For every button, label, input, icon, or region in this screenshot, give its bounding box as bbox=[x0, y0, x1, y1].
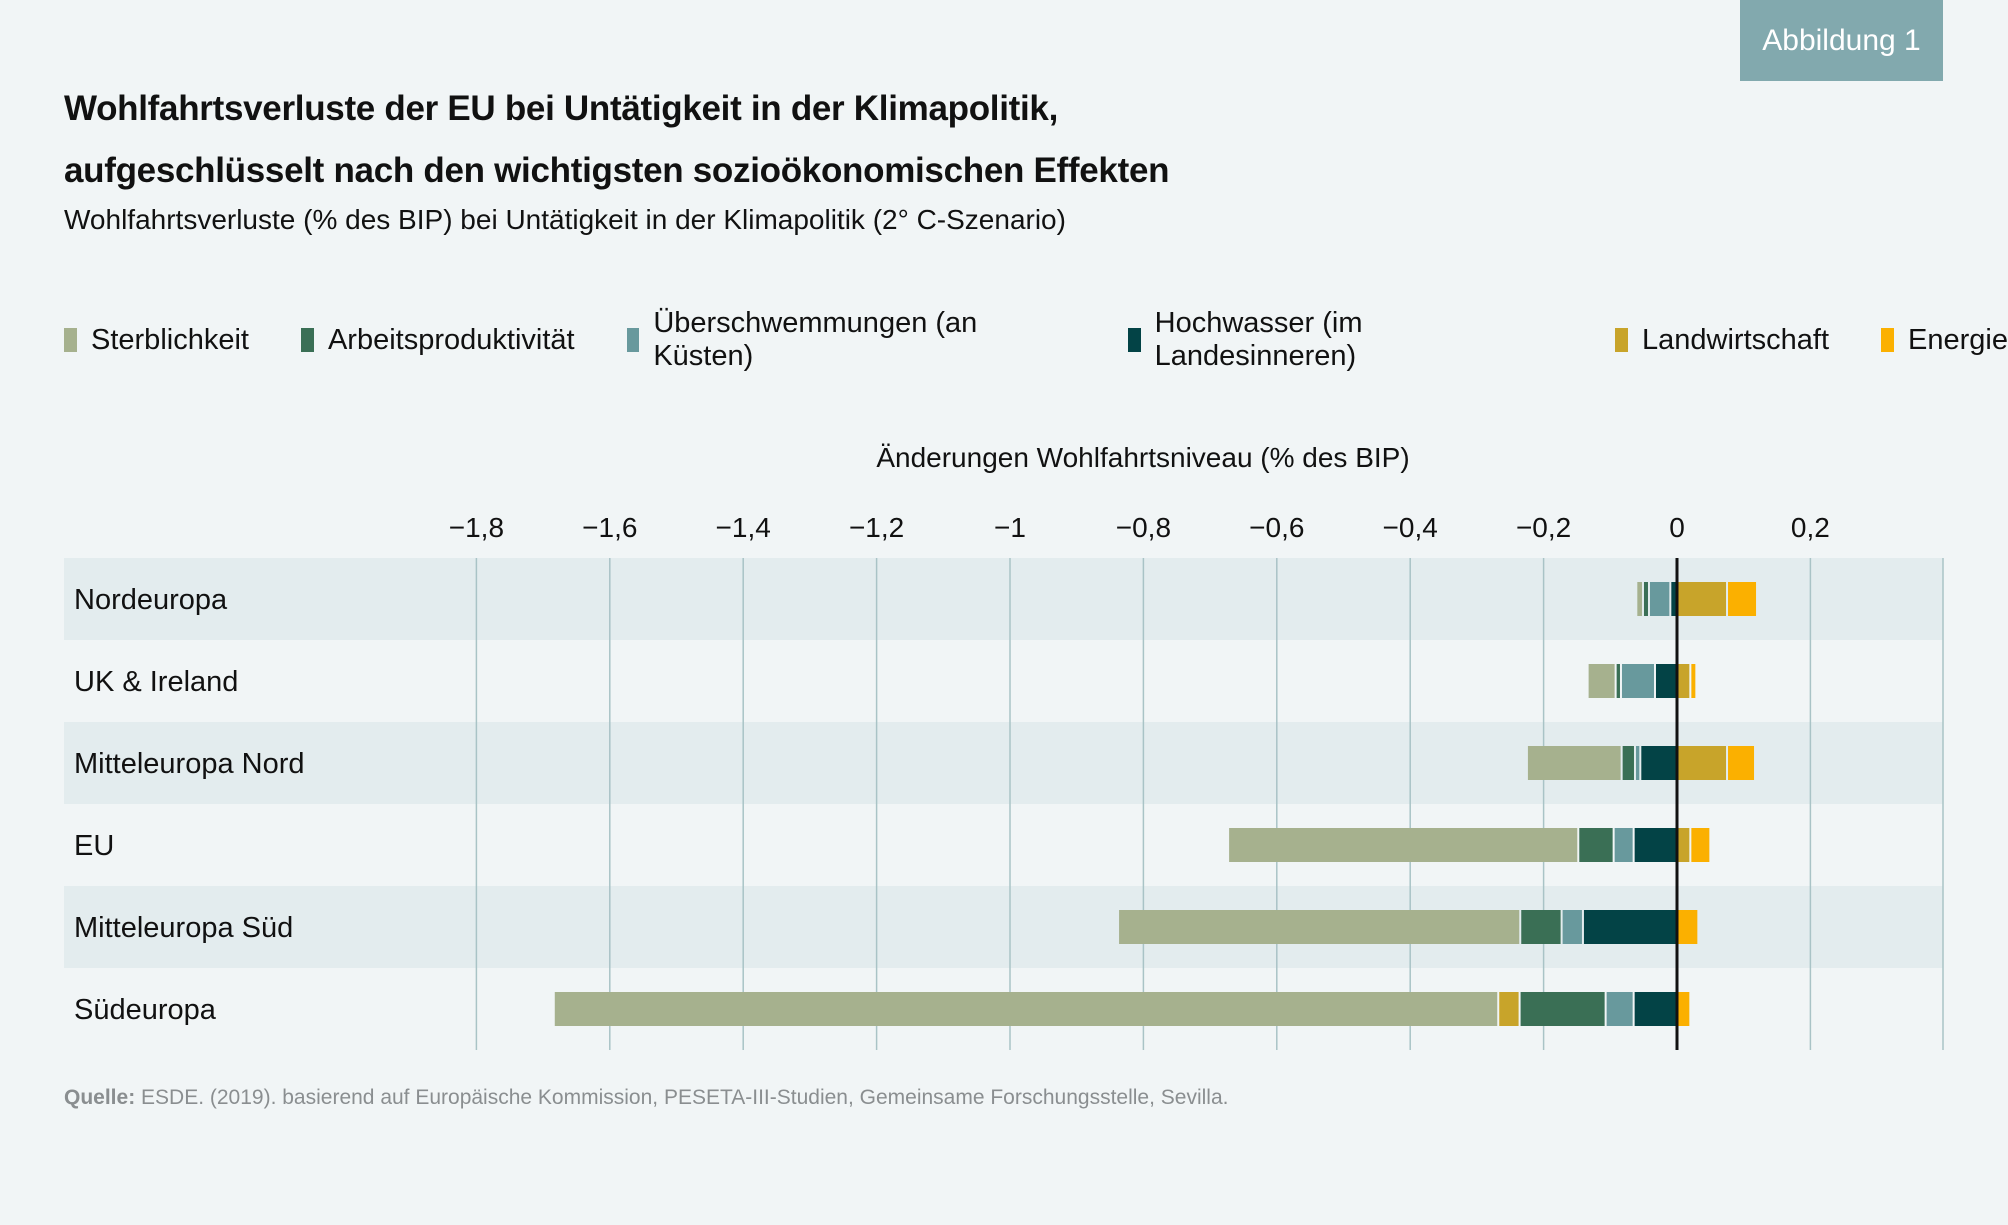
bar-segment bbox=[1635, 992, 1676, 1026]
category-label: Mitteleuropa Süd bbox=[74, 912, 293, 944]
bar-segment bbox=[1636, 746, 1639, 780]
bar-chart: Änderungen Wohlfahrtsniveau (% des BIP) … bbox=[0, 0, 2008, 1225]
bar-segment bbox=[1521, 992, 1605, 1026]
bar-segment bbox=[1607, 992, 1633, 1026]
bar-segment bbox=[1528, 746, 1621, 780]
bar-segment bbox=[1637, 582, 1642, 616]
bar-segment bbox=[1678, 746, 1726, 780]
bar-segment bbox=[1678, 582, 1726, 616]
bar-segment bbox=[555, 992, 1497, 1026]
x-tick-label: −1 bbox=[994, 512, 1026, 543]
bar-segment bbox=[1622, 664, 1654, 698]
source-text: ESDE. (2019). basierend auf Europäische … bbox=[135, 1086, 1228, 1109]
bar-segment bbox=[1521, 910, 1560, 944]
bar-segment bbox=[1691, 828, 1709, 862]
x-tick-label: −0,4 bbox=[1383, 512, 1438, 543]
x-tick-label: −1,4 bbox=[716, 512, 771, 543]
bar-segment bbox=[1656, 664, 1676, 698]
bar-segment bbox=[1623, 746, 1634, 780]
bar-segment bbox=[1644, 582, 1648, 616]
category-label: Südeuropa bbox=[74, 994, 217, 1026]
bar-segment bbox=[1641, 746, 1676, 780]
x-tick-label: −0,2 bbox=[1516, 512, 1571, 543]
x-tick-label: −0,6 bbox=[1249, 512, 1304, 543]
bar-segment bbox=[1678, 828, 1689, 862]
category-label: Mitteleuropa Nord bbox=[74, 748, 305, 780]
bar-segment bbox=[1635, 828, 1676, 862]
bar-segment bbox=[1584, 910, 1676, 944]
bar-segment bbox=[1563, 910, 1582, 944]
x-tick-label: −1,2 bbox=[849, 512, 904, 543]
x-tick-label: −1,8 bbox=[449, 512, 504, 543]
bar-segment bbox=[1617, 664, 1620, 698]
bar-segment bbox=[1678, 664, 1689, 698]
bar-segment bbox=[1650, 582, 1669, 616]
bar-segment bbox=[1229, 828, 1577, 862]
x-tick-label: 0 bbox=[1669, 512, 1685, 543]
bar-segment bbox=[1615, 828, 1633, 862]
category-label: EU bbox=[74, 830, 114, 862]
bar-segment bbox=[1678, 992, 1689, 1026]
bar-segment bbox=[1671, 582, 1676, 616]
bar-segment bbox=[1678, 910, 1697, 944]
bar-segment bbox=[1728, 582, 1756, 616]
source-note: Quelle: ESDE. (2019). basierend auf Euro… bbox=[64, 1086, 1228, 1110]
bar-segment bbox=[1579, 828, 1612, 862]
x-tick-label: −1,6 bbox=[582, 512, 637, 543]
bar-segment bbox=[1119, 910, 1519, 944]
bar-segment bbox=[1499, 992, 1518, 1026]
category-label: Nordeuropa bbox=[74, 584, 228, 616]
bar-segment bbox=[1728, 746, 1754, 780]
x-tick-label: 0,2 bbox=[1791, 512, 1830, 543]
bar-segment bbox=[1691, 664, 1695, 698]
category-label: UK & Ireland bbox=[74, 666, 238, 698]
bar-segment bbox=[1589, 664, 1615, 698]
x-axis-title: Änderungen Wohlfahrtsniveau (% des BIP) bbox=[876, 442, 1409, 473]
x-tick-label: −0,8 bbox=[1116, 512, 1171, 543]
source-label: Quelle: bbox=[64, 1086, 135, 1109]
